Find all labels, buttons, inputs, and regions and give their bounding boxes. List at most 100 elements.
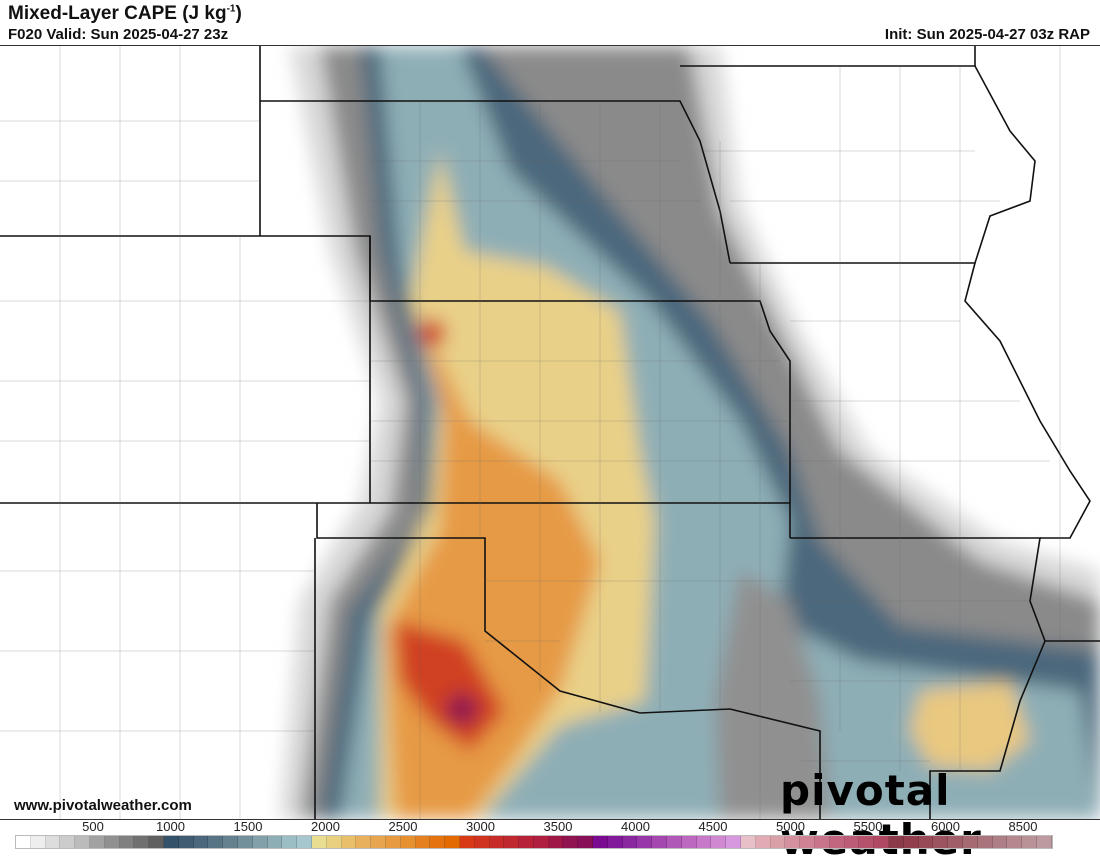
colorbar-swatch: [282, 836, 298, 848]
colorbar-swatch: [504, 836, 520, 848]
colorbar-swatch: [356, 836, 372, 848]
colorbar-swatch: [385, 836, 401, 848]
colorbar-swatch: [445, 836, 460, 848]
colorbar-tick-label: 3000: [466, 819, 495, 834]
colorbar-swatch: [681, 836, 697, 848]
colorbar-swatch: [237, 836, 253, 848]
colorbar-swatch: [755, 836, 771, 848]
colorbar-tick-label: 4500: [698, 819, 728, 834]
colorbar-swatch: [60, 836, 76, 848]
colorbar-tick-label: 1000: [156, 819, 185, 834]
colorbar-swatch: [696, 836, 712, 848]
colorbar-swatch: [75, 836, 90, 848]
colorbar-swatch: [637, 836, 653, 848]
colorbar-tick-label: 8500: [1008, 819, 1038, 834]
colorbar-swatch: [622, 836, 638, 848]
colorbar-swatch: [89, 836, 105, 848]
colorbar-swatch: [326, 836, 342, 848]
colorbar-swatch: [252, 836, 268, 848]
title-text: Mixed-Layer CAPE (J kg: [8, 3, 227, 24]
colorbar-swatch: [134, 836, 150, 848]
colorbar-swatch: [45, 836, 61, 848]
colorbar-swatch: [918, 836, 934, 848]
colorbar: [15, 835, 1053, 849]
colorbar-swatch: [193, 836, 209, 848]
colorbar-swatch: [963, 836, 978, 848]
colorbar-tick-label: 6000: [931, 819, 960, 834]
colorbar-tick-label: 2500: [388, 819, 418, 834]
colorbar-swatch: [163, 836, 179, 848]
valid-time: F020 Valid: Sun 2025-04-27 23z: [8, 26, 229, 43]
colorbar-swatch: [223, 836, 238, 848]
colorbar-tick-label: 1500: [233, 819, 263, 834]
colorbar-swatch: [844, 836, 860, 848]
colorbar-swatch: [149, 836, 164, 848]
field-grey-spur: [715, 571, 830, 819]
colorbar-swatch: [1036, 836, 1052, 848]
colorbar-swatch: [533, 836, 549, 848]
colorbar-swatch: [992, 836, 1008, 848]
brand-logo: pivotal weather: [780, 766, 981, 864]
colorbar-swatch: [1022, 836, 1037, 848]
colorbar-swatch: [829, 836, 845, 848]
colorbar-swatch: [16, 836, 31, 848]
colorbar-swatch: [607, 836, 623, 848]
colorbar-swatch: [800, 836, 816, 848]
colorbar-swatch: [889, 836, 904, 848]
field-red-ks: [418, 319, 446, 347]
colorbar-swatch: [474, 836, 490, 848]
colorbar-swatch: [785, 836, 801, 848]
colorbar-tick-label: 5000: [776, 819, 805, 834]
colorbar-swatch: [371, 836, 386, 848]
colorbar-swatch: [400, 836, 416, 848]
colorbar-swatch: [563, 836, 579, 848]
init-time: Init: Sun 2025-04-27 03z RAP: [884, 26, 1090, 43]
field-red: [395, 621, 505, 751]
colorbar-swatch: [341, 836, 357, 848]
colorbar-swatch: [104, 836, 120, 848]
state-borders: [0, 46, 1100, 819]
colorbar-swatch: [859, 836, 875, 848]
county-lines: [0, 46, 1061, 819]
chart-title: Mixed-Layer CAPE (J kg-1): [8, 3, 242, 25]
colorbar-tick-label: 5500: [853, 819, 883, 834]
colorbar-swatch: [430, 836, 446, 848]
colorbar-swatch: [977, 836, 993, 848]
colorbar-tick-label: 3500: [543, 819, 573, 834]
colorbar-swatch: [548, 836, 564, 848]
colorbar-swatch: [459, 836, 475, 848]
colorbar-swatch: [1007, 836, 1023, 848]
colorbar-swatch: [667, 836, 682, 848]
colorbar-swatch: [726, 836, 742, 848]
colorbar-swatch: [933, 836, 949, 848]
colorbar-swatch: [267, 836, 283, 848]
title-end: ): [235, 3, 242, 24]
colorbar-swatch: [770, 836, 786, 848]
colorbar-swatch: [578, 836, 594, 848]
colorbar-swatch: [208, 836, 224, 848]
colorbar-swatch: [711, 836, 727, 848]
cape-map: [0, 45, 1100, 820]
colorbar-swatch: [178, 836, 194, 848]
colorbar-tick-label: 2000: [311, 819, 340, 834]
field-yellow-la: [910, 681, 1030, 771]
title-sup: -1: [226, 3, 236, 15]
colorbar-swatch: [311, 836, 327, 848]
colorbar-swatch: [489, 836, 505, 848]
colorbar-swatch: [874, 836, 890, 848]
colorbar-tick-label: 4000: [621, 819, 650, 834]
field-magenta: [446, 693, 478, 725]
colorbar-swatch: [119, 836, 135, 848]
colorbar-tick-label: 500: [82, 819, 104, 834]
colorbar-swatch: [652, 836, 668, 848]
colorbar-swatch: [903, 836, 919, 848]
colorbar-swatch: [593, 836, 608, 848]
colorbar-swatch: [741, 836, 756, 848]
colorbar-swatch: [415, 836, 431, 848]
website-url[interactable]: www.pivotalweather.com: [14, 797, 192, 814]
colorbar-swatch: [30, 836, 46, 848]
colorbar-swatch: [519, 836, 534, 848]
colorbar-swatch: [948, 836, 963, 848]
colorbar-swatch: [815, 836, 830, 848]
colorbar-swatch: [297, 836, 312, 848]
